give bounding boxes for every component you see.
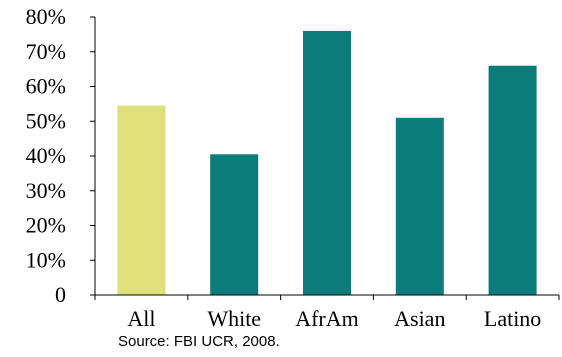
y-tick-label: 70% [26, 39, 66, 64]
x-category-label: Latino [484, 306, 541, 331]
bar-afram [303, 30, 351, 296]
source-note: Source: FBI UCR, 2008. [118, 333, 280, 350]
y-tick-label: 40% [26, 143, 66, 168]
y-tick-label: 10% [26, 247, 66, 272]
bars-group [117, 30, 537, 296]
x-category-label: Asian [394, 306, 445, 331]
x-category-label: AfrAm [295, 306, 359, 331]
x-category-label: White [207, 306, 261, 331]
y-tick-label: 50% [26, 108, 66, 133]
y-tick-labels: 0 10% 20% 30% 40% 50% 60% 70% 80% [26, 4, 66, 307]
y-tick-label: 0 [55, 282, 66, 307]
y-tick-label: 20% [26, 213, 66, 238]
x-category-label: All [127, 306, 155, 331]
bar-all [117, 105, 166, 295]
y-tick-label: 60% [26, 74, 66, 99]
bar-white [210, 154, 259, 295]
y-tick-label: 80% [26, 4, 66, 29]
x-tick-labels: All White AfrAm Asian Latino [127, 306, 541, 331]
y-tick-label: 30% [26, 178, 66, 203]
bar-asian [395, 117, 444, 295]
bar-latino [488, 65, 537, 295]
axes-group [90, 16, 560, 300]
